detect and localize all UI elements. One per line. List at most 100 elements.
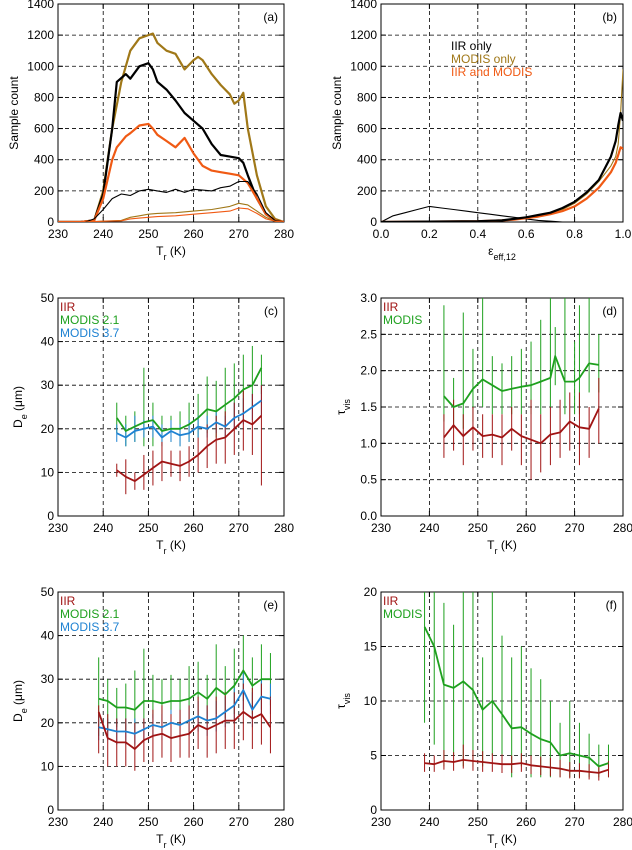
series-line-1 — [423, 626, 609, 768]
x-tick-label: 240 — [93, 521, 113, 535]
y-tick-label: 10 — [41, 759, 55, 773]
series-line-3 — [116, 415, 263, 482]
legend-entry: MODIS — [383, 313, 422, 327]
x-tick-label: 240 — [419, 521, 439, 535]
series-line-2 — [58, 62, 284, 222]
legend-entry: IIR — [383, 300, 399, 314]
series-line-1 — [98, 669, 271, 711]
data-layer — [443, 298, 600, 480]
series-line-2 — [443, 408, 600, 445]
legend-entry: MODIS 3.7 — [60, 326, 120, 340]
x-tick-label: 230 — [48, 521, 68, 535]
y-axis-label: Sample count — [7, 76, 21, 150]
legend-entry: IIR — [60, 594, 76, 608]
y-tick-label: 1000 — [350, 59, 377, 73]
x-tick-label: 0.2 — [421, 227, 438, 241]
y-tick-label: 1.0 — [360, 436, 377, 450]
series-line-4 — [58, 180, 284, 222]
x-tick-label: 280 — [613, 815, 632, 829]
chart-panel-6: 230 240 250 260 270 280 0 5 10 15 20 Tr (K) τvis (f) I… — [334, 585, 632, 850]
legend-entry: IIR — [383, 594, 399, 608]
series-line-1 — [116, 367, 263, 432]
plot-frame — [57, 297, 285, 517]
series-line-6 — [58, 207, 284, 222]
data-layer — [381, 69, 623, 222]
series-line-2 — [116, 399, 262, 439]
y-tick-label: 20 — [364, 585, 378, 599]
y-tick-label: 600 — [357, 122, 377, 136]
y-tick-label: 0 — [47, 803, 54, 817]
y-tick-label: 0 — [47, 509, 54, 523]
y-tick-label: 30 — [41, 672, 55, 686]
y-tick-label: 50 — [41, 291, 55, 305]
y-tick-label: 400 — [34, 153, 54, 167]
legend-entry: MODIS — [383, 607, 422, 621]
series-line-3 — [97, 711, 272, 750]
y-tick-label: 1200 — [350, 28, 377, 42]
y-tick-label: 1000 — [27, 59, 54, 73]
panel-label: (a) — [263, 10, 278, 24]
y-tick-label: 30 — [41, 378, 55, 392]
series-line-1 — [443, 355, 599, 408]
x-tick-label: 260 — [184, 521, 204, 535]
y-axis-label: Sample count — [330, 76, 344, 150]
y-tick-label: 0.0 — [360, 509, 377, 523]
legend-entry: MODIS 3.7 — [60, 620, 120, 634]
x-tick-label: 250 — [468, 815, 488, 829]
panel-label: (f) — [606, 598, 617, 612]
x-tick-label: 280 — [274, 815, 294, 829]
x-tick-label: 280 — [274, 521, 294, 535]
panel-label: (b) — [602, 10, 617, 24]
y-tick-label: 1.5 — [360, 400, 377, 414]
x-axis-label: Tr (K) — [156, 538, 186, 556]
y-tick-label: 20 — [41, 422, 55, 436]
x-tick-label: 230 — [371, 815, 391, 829]
x-tick-label: 270 — [229, 815, 249, 829]
legend-entry: MODIS only — [451, 52, 516, 66]
y-tick-label: 1400 — [350, 0, 377, 11]
data-layer — [116, 345, 263, 495]
panel-label: (d) — [602, 304, 617, 318]
x-tick-label: 280 — [274, 227, 294, 241]
y-tick-label: 50 — [41, 585, 55, 599]
x-tick-label: 0.6 — [518, 227, 535, 241]
y-tick-label: 5 — [370, 749, 377, 763]
y-axis-label: De (μm) — [11, 386, 29, 428]
x-tick-label: 230 — [48, 815, 68, 829]
y-tick-label: 400 — [357, 153, 377, 167]
x-tick-label: 260 — [184, 815, 204, 829]
y-tick-label: 15 — [364, 640, 378, 654]
x-tick-label: 250 — [138, 227, 158, 241]
plot-frame — [57, 591, 285, 811]
chart-panel-4: 230 240 250 260 270 280 0.0 0.5 1.0 1.5 2.0 2.5 3.0 T… — [334, 291, 632, 556]
x-axis-label: Tr (K) — [487, 538, 517, 556]
chart-panel-1: 230 240 250 260 270 280 0 200 400 600 800 1000 1200 1… — [7, 0, 294, 262]
legend-entry: IIR only — [451, 39, 492, 53]
series-line-3 — [381, 146, 623, 222]
x-tick-label: 250 — [138, 521, 158, 535]
x-tick-label: 260 — [516, 521, 536, 535]
y-axis-label: τvis — [334, 399, 352, 415]
y-tick-label: 1400 — [27, 0, 54, 11]
x-tick-label: 0.4 — [469, 227, 486, 241]
x-tick-label: 0.8 — [566, 227, 583, 241]
y-tick-label: 40 — [41, 335, 55, 349]
y-tick-label: 20 — [41, 716, 55, 730]
y-tick-label: 0.5 — [360, 473, 377, 487]
chart-panel-2: 0.0 0.2 0.4 0.6 0.8 1.0 0 200 400 600 800 1000 1200 1… — [330, 0, 632, 262]
x-tick-label: 240 — [93, 227, 113, 241]
y-tick-label: 0 — [370, 803, 377, 817]
legend-entry: IIR — [60, 300, 76, 314]
panel-label: (c) — [264, 304, 278, 318]
y-axis-label: De (μm) — [11, 680, 29, 722]
x-tick-label: 240 — [93, 815, 113, 829]
series-line-4 — [381, 111, 623, 222]
x-tick-label: 1.0 — [615, 227, 632, 241]
x-tick-label: 230 — [48, 227, 68, 241]
y-tick-label: 40 — [41, 629, 55, 643]
legend-entry: MODIS 2.1 — [60, 313, 120, 327]
y-tick-label: 3.0 — [360, 291, 377, 305]
x-axis-label: Tr (K) — [156, 244, 186, 262]
plot-frame — [57, 3, 285, 223]
